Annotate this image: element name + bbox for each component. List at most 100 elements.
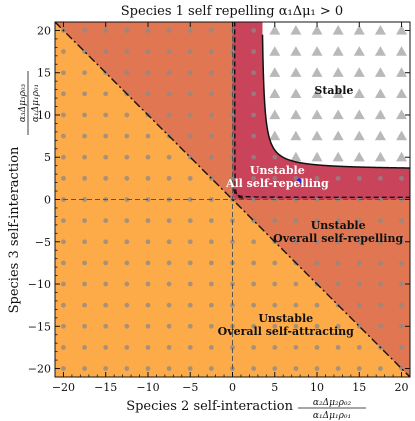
grid-dot-marker bbox=[166, 345, 172, 350]
grid-dot-marker bbox=[82, 91, 87, 97]
grid-dot-marker bbox=[314, 218, 320, 224]
stable-triangle-marker bbox=[290, 24, 302, 35]
grid-dot-marker bbox=[208, 133, 214, 139]
grid-dot-marker bbox=[187, 70, 193, 76]
y-axis-label-denominator: α₁Δμ₁ρ₀₁ bbox=[31, 84, 41, 122]
grid-dot-marker bbox=[103, 366, 109, 371]
axis-ticks: −20 −15 −10 −5 0 5 10 15 20 −20 −15 −10 −5 0 5 10 15 20 bbox=[28, 22, 410, 394]
stable-triangle-marker bbox=[290, 109, 302, 120]
stable-triangle-marker bbox=[396, 88, 408, 98]
grid-dot-marker bbox=[335, 281, 341, 287]
grid-dot-marker bbox=[145, 49, 151, 54]
grid-dot-marker bbox=[272, 366, 278, 371]
y-tick-label: −20 bbox=[28, 363, 51, 376]
grid-dot-marker bbox=[61, 49, 66, 54]
region-label-overall-self-repelling: Unstable Overall self-repelling bbox=[273, 219, 403, 245]
grid-dot-marker bbox=[103, 323, 109, 329]
grid-dot-marker bbox=[82, 218, 87, 224]
grid-dot-marker bbox=[145, 154, 151, 160]
stable-triangle-marker bbox=[311, 24, 323, 35]
grid-dot-marker bbox=[399, 218, 404, 224]
grid-dot-marker bbox=[187, 133, 193, 139]
stable-triangle-marker bbox=[374, 88, 386, 98]
stable-triangle-marker bbox=[396, 109, 408, 120]
region-all-self-repelling bbox=[232, 22, 410, 200]
x-tick-label: −10 bbox=[136, 381, 159, 394]
grid-dot-marker bbox=[145, 260, 151, 266]
grid-dot-marker bbox=[251, 133, 257, 139]
stable-triangle-marker bbox=[374, 24, 386, 35]
grid-dot-marker bbox=[251, 239, 257, 245]
stable-triangle-marker bbox=[332, 109, 344, 120]
grid-dot-marker bbox=[335, 323, 341, 329]
grid-dot-marker bbox=[251, 91, 257, 97]
grid-dot-marker bbox=[251, 49, 257, 54]
grid-dot-marker bbox=[103, 302, 109, 308]
grid-dot-marker bbox=[103, 133, 109, 139]
grid-dot-marker bbox=[251, 28, 257, 33]
grid-dot-marker bbox=[251, 175, 257, 181]
grid-dot-marker bbox=[61, 112, 66, 118]
grid-dot-marker bbox=[166, 281, 172, 287]
grid-dot-marker bbox=[187, 323, 193, 329]
grid-dot-marker bbox=[230, 49, 235, 54]
grid-dot-marker bbox=[103, 91, 109, 97]
grid-dot-marker bbox=[230, 112, 235, 118]
grid-dot-marker bbox=[187, 218, 193, 224]
y-axis-label-numerator: α₃Δμ₃ρ₀₃ bbox=[18, 84, 28, 123]
region-label-line: Unstable bbox=[250, 164, 305, 177]
grid-dot-marker bbox=[166, 49, 172, 54]
stable-triangle-marker bbox=[396, 46, 408, 56]
grid-dot-marker bbox=[399, 175, 404, 181]
grid-dot-marker bbox=[272, 302, 278, 308]
grid-dot-marker bbox=[82, 133, 87, 139]
stable-triangle-marker bbox=[269, 67, 281, 77]
grid-dot-marker bbox=[272, 345, 278, 350]
y-tick-label: 10 bbox=[37, 109, 51, 122]
grid-dot-marker bbox=[145, 281, 151, 287]
stable-triangle-marker bbox=[290, 46, 302, 56]
grid-dot-marker bbox=[82, 197, 87, 202]
region-label-line: Overall self-attracting bbox=[218, 325, 355, 338]
stable-triangle-marker bbox=[332, 46, 344, 56]
grid-dot-marker bbox=[166, 218, 172, 224]
grid-dot-marker bbox=[187, 197, 193, 202]
grid-dot-marker bbox=[187, 175, 193, 181]
grid-dot-marker bbox=[251, 281, 257, 287]
y-tick-label: −5 bbox=[35, 236, 51, 249]
grid-dot-marker bbox=[103, 260, 109, 266]
x-tick-label: 5 bbox=[271, 381, 278, 394]
grid-dot-marker bbox=[378, 197, 383, 202]
grid-dot-marker bbox=[124, 175, 130, 181]
chart-title: Species 1 self repelling α₁Δμ₁ > 0 bbox=[121, 4, 343, 19]
x-tick-label: 0 bbox=[229, 381, 236, 394]
grid-dot-marker bbox=[335, 366, 341, 371]
grid-dot-marker bbox=[124, 197, 130, 202]
grid-dot-marker bbox=[124, 366, 130, 371]
grid-dot-marker bbox=[61, 366, 66, 371]
grid-dot-marker bbox=[251, 345, 257, 350]
y-tick-label: −10 bbox=[28, 278, 51, 291]
grid-dot-marker bbox=[251, 366, 257, 371]
grid-dot-marker bbox=[103, 28, 109, 33]
grid-dot-marker bbox=[378, 239, 383, 245]
stable-triangle-marker bbox=[353, 109, 365, 120]
grid-dot-marker bbox=[145, 175, 151, 181]
grid-dot-marker bbox=[314, 366, 320, 371]
grid-dot-marker bbox=[61, 91, 66, 97]
grid-dot-marker bbox=[166, 70, 172, 76]
stable-triangle-marker bbox=[290, 67, 302, 77]
grid-dot-marker bbox=[208, 70, 214, 76]
grid-dot-marker bbox=[187, 366, 193, 371]
grid-dot-marker bbox=[399, 302, 404, 308]
x-tick-label: 20 bbox=[395, 381, 409, 394]
grid-dot-marker bbox=[272, 281, 278, 287]
grid-dot-marker bbox=[314, 302, 320, 308]
stable-triangle-marker bbox=[332, 130, 344, 141]
grid-dot-marker bbox=[82, 70, 87, 76]
grid-dot-marker bbox=[82, 281, 87, 287]
grid-dot-marker bbox=[82, 323, 87, 329]
stable-triangle-marker bbox=[332, 24, 344, 35]
grid-dot-marker bbox=[272, 175, 278, 181]
grid-dot-marker bbox=[124, 70, 130, 76]
